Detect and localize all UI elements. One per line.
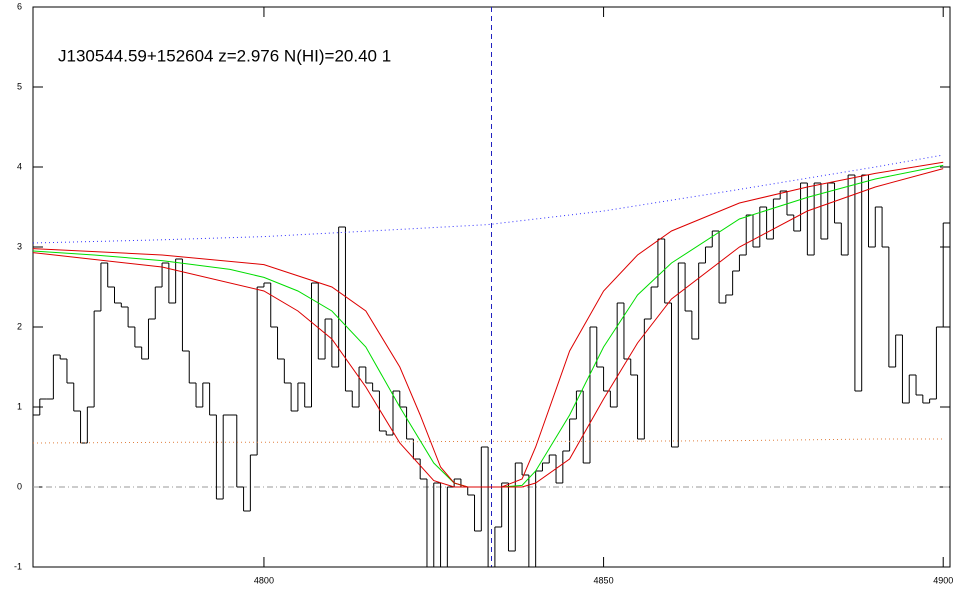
y-tick-label: -1 bbox=[14, 561, 22, 571]
y-tick-label: 2 bbox=[17, 321, 22, 331]
y-tick-label: 6 bbox=[17, 1, 22, 11]
y-tick-label: 1 bbox=[17, 401, 22, 411]
chart-title: J130544.59+152604 z=2.976 N(HI)=20.40 1 bbox=[58, 46, 391, 65]
model-curve bbox=[33, 438, 944, 444]
y-tick-label: 4 bbox=[17, 161, 22, 171]
x-tick-label: 4850 bbox=[594, 575, 614, 585]
model-curve bbox=[33, 154, 944, 244]
y-tick-label: 5 bbox=[17, 81, 22, 91]
model-curve bbox=[33, 164, 944, 488]
y-tick-label: 0 bbox=[17, 481, 22, 491]
model-curve bbox=[33, 168, 944, 488]
x-tick-label: 4900 bbox=[933, 575, 953, 585]
y-tick-label: 3 bbox=[17, 241, 22, 251]
x-tick-label: 4800 bbox=[254, 575, 274, 585]
